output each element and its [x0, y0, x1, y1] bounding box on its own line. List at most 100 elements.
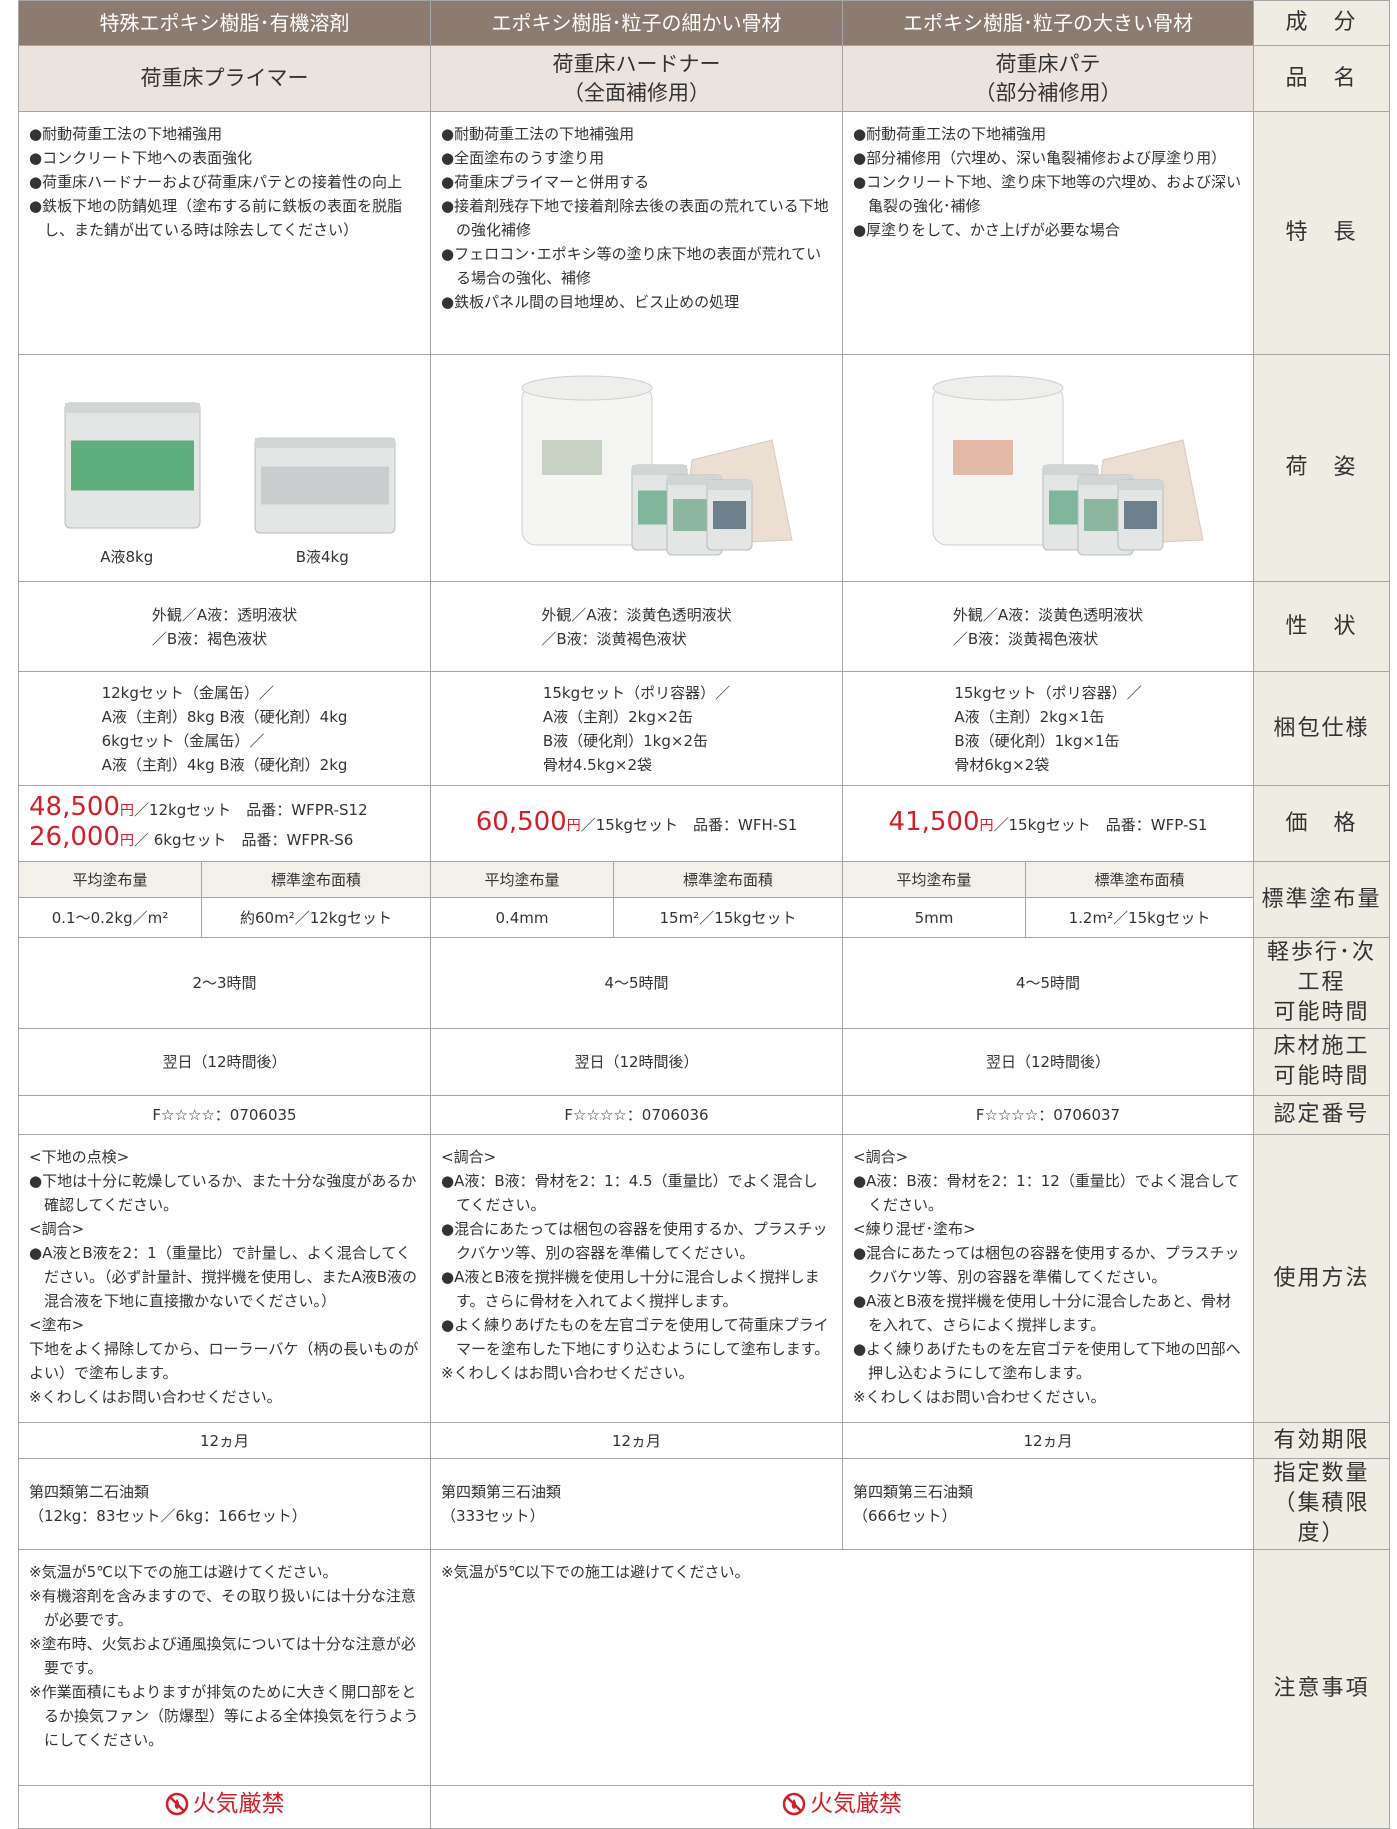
table-cell: F☆☆☆☆：0706036	[430, 1095, 843, 1135]
table-cell: 性 状	[1253, 581, 1390, 672]
yen: 円	[119, 802, 134, 819]
photo-shape	[953, 439, 1013, 475]
packaging-line: 12kgセット（金属缶）／	[101, 683, 274, 702]
feature-item: ●耐動荷重工法の下地補強用	[29, 125, 223, 143]
usage-line: ※くわしくはお問い合わせください。	[29, 1388, 282, 1406]
property-line: ／B液：淡黄褐色液状	[541, 629, 687, 648]
block: 15kgセット（ポリ容器）／ A液（主剤）2kg×2缶 B液（硬化剤）1kg×2缶骨…	[543, 681, 730, 777]
page: 特殊エポキシ樹脂･有機溶剤 エポキシ樹脂･粒子の細かい骨材 エポキシ樹脂･粒子の大き…	[18, 0, 1390, 1829]
price-line: 26,000円／ 6kgセット 品番：WFPR-S6	[29, 824, 420, 854]
spec-table: 特殊エポキシ樹脂･有機溶剤 エポキシ樹脂･粒子の細かい骨材 エポキシ樹脂･粒子の大き…	[18, 0, 1390, 1829]
table-cell: 価 格	[1253, 785, 1390, 862]
usage-line: <調合>	[853, 1148, 909, 1166]
usage-line: <下地の点検>	[29, 1148, 130, 1166]
note-line: ※塗布時、火気および通風換気については十分な注意が必要です。	[29, 1635, 416, 1677]
table-cell: 12ヵ月	[842, 1422, 1254, 1459]
price: 26,000	[29, 821, 120, 852]
coverage-value: 0.4mm	[495, 908, 549, 927]
block: 15kgセット（ポリ容器）／ A液（主剤）2kg×1缶 B液（硬化剤）1kg×1缶骨…	[954, 681, 1141, 777]
price-line: 48,500円／12kgセット 品番：WFPR-S12	[29, 794, 420, 824]
table-cell: 外観／A液：淡黄色透明液状 ／B液：淡黄褐色液状	[430, 581, 843, 672]
table-cell: 梱包仕様	[1253, 671, 1390, 786]
table-row: 外観／A液：透明液状 ／B液：褐色液状 外観／A液：淡黄色透明液状 ／B液：淡黄褐色液…	[18, 581, 1390, 672]
feature-item: ●接着剤残存下地で接着剤除去後の表面の荒れている下地の強化補修	[441, 197, 829, 239]
packaging-line: 6kgセット（金属缶）／	[101, 731, 265, 750]
yen: 円	[566, 817, 581, 834]
usage-line: ●よく練りあげたものを左官ゴテを使用して荷重床プライマーを塗布した下地にすり込む…	[441, 1316, 830, 1358]
table-cell: 平均塗布量	[842, 861, 1026, 898]
usage-line: <調合>	[29, 1220, 85, 1238]
table-cell: <調合> ●A液：B液：骨材を2：1：12（重量比）でよく混合してください。 <練り…	[842, 1134, 1254, 1423]
table-cell: 60,500円／15kgセット 品番：WFH-S1	[430, 785, 843, 862]
feature-item: ●耐動荷重工法の下地補強用	[441, 125, 635, 143]
table-row: A液8kg B液4kg 荷 姿	[18, 354, 1390, 582]
table-cell: 15kgセット（ポリ容器）／ A液（主剤）2kg×2缶 B液（硬化剤）1kg×2缶骨…	[430, 671, 843, 786]
icon-flame	[174, 1798, 179, 1809]
property-line: 外観／A液：透明液状	[151, 605, 298, 624]
table-cell: F☆☆☆☆：0706037	[842, 1095, 1254, 1135]
block: 外観／A液：淡黄色透明液状 ／B液：淡黄褐色液状	[953, 603, 1143, 651]
feature-item: ●鉄板下地の防錆処理（塗布する前に鉄板の表面を脱脂し、また錆が出ている時は除去し…	[29, 197, 403, 239]
table-cell: 15m²／15kgセット	[613, 897, 843, 938]
component: エポキシ樹脂･粒子の大きい骨材	[903, 11, 1193, 35]
coverage-value: 0.1～0.2kg／m²	[51, 908, 169, 927]
table-cell: <下地の点検> ●下地は十分に乾燥しているか、また十分な強度があるか確認してくださ…	[18, 1134, 431, 1423]
table-cell: A液8kg B液4kg	[18, 354, 431, 582]
product-photo	[521, 375, 793, 555]
row-label: 標準塗布量	[1261, 886, 1382, 912]
photo-shape	[706, 479, 752, 490]
cell-text: 翌日（12時間後）	[985, 1053, 1111, 1071]
coverage-header: 平均塗布量	[72, 870, 148, 889]
table-cell: 平均塗布量	[430, 861, 614, 898]
row-label: 認定番号	[1273, 1102, 1370, 1127]
table-cell: 約60m²／12kgセット	[201, 897, 431, 938]
product-photo	[932, 375, 1204, 555]
cell-text: 2～3時間	[192, 974, 257, 992]
packaging-line: B液（硬化剤）1kg×1缶	[954, 731, 1120, 750]
table-cell: ※気温が5℃以下での施工は避けてください。	[430, 1549, 1254, 1786]
row-label: 成 分	[1285, 10, 1358, 35]
table-cell: ●耐動荷重工法の下地補強用 ●全面塗布のうす塗り用 ●荷重床プライマーと併用する ●接…	[430, 111, 843, 355]
table-cell: エポキシ樹脂･粒子の大きい骨材	[842, 0, 1254, 46]
row-label: 可能時間	[1273, 1064, 1370, 1089]
table-cell: 外観／A液：透明液状 ／B液：褐色液状	[18, 581, 431, 672]
coverage-header: 平均塗布量	[484, 870, 560, 889]
photo-shape	[521, 375, 652, 400]
cell-text: 12ヵ月	[611, 1431, 662, 1450]
coverage-value: 約60m²／12kgセット	[239, 908, 392, 927]
usage-line: ●A液とB液を撹拌機を使用し十分に混合しよく撹拌します。さらに骨材を入れてよく撹…	[441, 1268, 820, 1310]
block: 12kgセット（金属缶）／ A液（主剤）8kg B液（硬化剤）4kg 6kgセット（…	[102, 681, 348, 777]
fire-warning: 火気厳禁	[165, 1792, 285, 1816]
usage-line: 下地をよく掃除してから、ローラーバケ（柄の長いものがよい）で塗布します。	[29, 1340, 419, 1382]
table-cell: 第四類第三石油類 （333セット）	[430, 1458, 843, 1550]
usage-line: ※くわしくはお問い合わせください。	[441, 1364, 694, 1382]
fire-text: 火気厳禁	[810, 1790, 902, 1817]
feature-item: ●全面塗布のうす塗り用	[441, 149, 605, 167]
row-label: 荷 姿	[1285, 455, 1358, 480]
table-cell: 第四類第二石油類 （12kg：83セット／6kg：166セット）	[18, 1458, 431, 1550]
table-cell: 標準塗布面積	[1025, 861, 1254, 898]
price-line: 60,500円／15kgセット 品番：WFH-S1	[441, 809, 832, 839]
table-row: <下地の点検> ●下地は十分に乾燥しているか、また十分な強度があるか確認してくださ…	[18, 1134, 1390, 1423]
fire-warning: 火気厳禁	[782, 1792, 902, 1816]
table-row: 荷重床プライマー 荷重床ハードナー （全面補修用） 荷重床パテ （部分補修用） 品 名	[18, 45, 1390, 112]
photo-shape	[70, 440, 194, 491]
photo-shape	[712, 500, 746, 529]
table-cell: <調合> ●A液：B液：骨材を2：1：4.5（重量比）でよく混合してください。 ●混…	[430, 1134, 843, 1423]
usage-line: <塗布>	[29, 1316, 85, 1334]
row-label: 指定数量	[1273, 1461, 1370, 1486]
table-cell: 1.2m²／15kgセット	[1025, 897, 1254, 938]
table-cell: 標準塗布量	[1253, 861, 1390, 938]
table-cell: 12ヵ月	[430, 1422, 843, 1459]
property-line: ／B液：褐色液状	[151, 629, 268, 648]
note-line: ※気温が5℃以下での施工は避けてください。	[29, 1563, 338, 1581]
price-detail: ／ 6kgセット 品番：WFPR-S6	[133, 830, 354, 849]
row-label: 注意事項	[1273, 1676, 1370, 1701]
packaging-line: A液（主剤）2kg×2缶	[542, 707, 693, 726]
table-cell: 荷重床ハードナー （全面補修用）	[430, 45, 843, 112]
quantity-line: （666セット）	[853, 1507, 957, 1525]
cell-text: 翌日（12時間後）	[574, 1053, 699, 1071]
feature-item: ●フェロコン･エポキシ等の塗り床下地の表面が荒れている場合の強化、補修	[441, 245, 822, 287]
quantity-line: （12kg：83セット／6kg：166セット）	[29, 1507, 307, 1525]
feature-item: ●荷重床ハードナーおよび荷重床パテとの接着性の向上	[29, 173, 402, 191]
